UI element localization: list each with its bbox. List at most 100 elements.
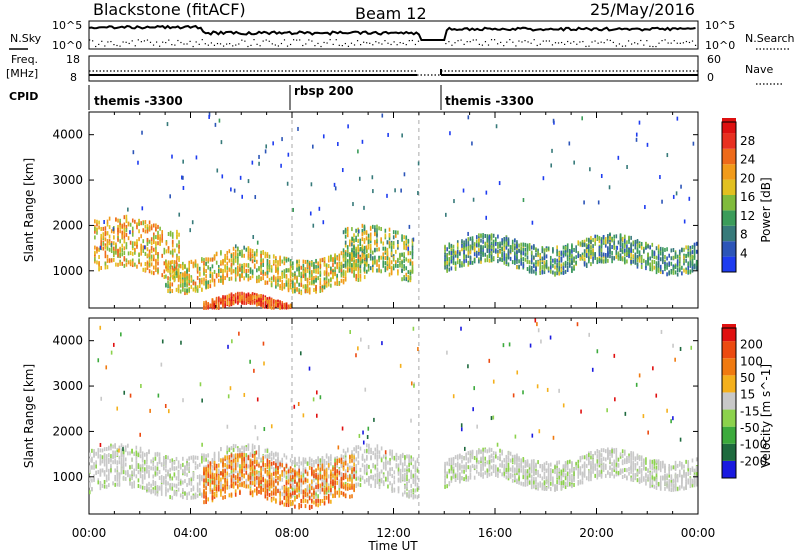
echo-cell — [380, 255, 382, 260]
echo-cell — [119, 261, 121, 266]
echo-cell — [499, 249, 501, 254]
echo-cell — [182, 175, 184, 180]
echo-cell — [121, 261, 124, 266]
echo-cell — [115, 245, 117, 250]
echo-cell — [636, 254, 639, 259]
echo-cell — [176, 273, 178, 278]
echo-cell — [676, 261, 679, 266]
nsearch-point — [192, 45, 194, 48]
echo-cell — [651, 266, 654, 271]
nsearch-point — [490, 39, 493, 41]
echo-cell — [292, 261, 294, 266]
echo-cell — [681, 265, 683, 270]
echo-cell — [327, 456, 330, 461]
echo-cell — [617, 240, 620, 245]
echo-cell — [319, 470, 322, 475]
nsearch-point — [530, 42, 532, 44]
echo-cell — [370, 475, 372, 480]
echo-cell — [514, 238, 516, 243]
echo-cell — [247, 443, 250, 448]
nsearch-point — [320, 45, 322, 48]
nsearch-point — [280, 42, 283, 45]
echo-cell — [638, 258, 641, 263]
echo-cell — [560, 250, 563, 255]
echo-cell — [313, 275, 315, 280]
echo-cell — [270, 457, 273, 462]
echo-cell — [390, 267, 393, 272]
echo-cell — [643, 258, 645, 263]
echo-cell — [645, 263, 647, 268]
echo-cell — [386, 266, 389, 271]
echo-cell — [163, 455, 165, 460]
echo-cell — [239, 295, 241, 300]
echo-cell — [265, 144, 268, 149]
echo-cell — [281, 301, 284, 306]
echo-cell — [634, 256, 637, 261]
echo-cell — [118, 455, 121, 460]
echo-cell — [234, 270, 237, 275]
echo-cell — [676, 272, 679, 277]
echo-cell — [260, 257, 262, 262]
echo-cell — [531, 220, 534, 225]
echo-cell — [399, 256, 401, 261]
echo-cell — [134, 262, 136, 267]
nsearch-point — [408, 40, 410, 42]
echo-cell — [330, 277, 332, 282]
echo-cell — [691, 264, 694, 269]
echo-cell — [113, 257, 115, 262]
nsearch-point — [149, 41, 152, 43]
echo-cell — [344, 260, 347, 265]
echo-cell — [376, 262, 378, 267]
echo-cell — [196, 475, 199, 480]
echo-cell — [535, 271, 537, 276]
echo-cell — [226, 261, 229, 266]
nsearch-point — [551, 44, 554, 46]
echo-cell — [163, 250, 166, 255]
echo-cell — [115, 248, 117, 253]
echo-cell — [270, 464, 273, 469]
echo-cell — [161, 230, 164, 235]
echo-cell — [165, 459, 167, 464]
echo-cell — [201, 257, 203, 262]
echo-cell — [190, 481, 193, 486]
echo-cell — [520, 254, 522, 259]
echo-cell — [541, 260, 544, 265]
echo-cell — [123, 215, 126, 220]
echo-cell — [152, 232, 155, 237]
echo-cell — [349, 263, 351, 268]
echo-cell — [228, 267, 231, 272]
echo-cell — [405, 277, 408, 282]
echo-cell — [374, 447, 377, 452]
echo-cell — [139, 449, 142, 454]
echo-cell — [411, 267, 414, 272]
echo-cell — [232, 301, 235, 306]
nsearch-point — [618, 43, 621, 45]
echo-cell — [146, 241, 149, 246]
echo-cell — [127, 221, 130, 226]
echo-cell — [182, 266, 184, 271]
echo-cell — [264, 254, 267, 259]
echo-cell — [161, 273, 164, 278]
echo-cell — [363, 237, 366, 242]
echo-cell — [569, 250, 571, 255]
echo-cell — [184, 491, 186, 496]
echo-cell — [176, 262, 178, 267]
echo-cell — [103, 457, 106, 462]
echo-cell — [142, 245, 145, 250]
echo-cell — [192, 471, 195, 476]
echo-cell — [239, 250, 241, 255]
echo-cell — [490, 244, 493, 249]
echo-cell — [308, 262, 311, 267]
echo-cell — [222, 259, 224, 264]
echo-cell — [275, 452, 277, 457]
echo-cell — [186, 458, 188, 463]
echo-cell — [340, 278, 343, 283]
echo-cell — [405, 272, 408, 277]
echo-cell — [215, 297, 218, 302]
echo-cell — [315, 258, 317, 263]
echo-cell — [98, 263, 100, 268]
echo-cell — [394, 260, 397, 265]
echo-cell — [155, 246, 157, 251]
